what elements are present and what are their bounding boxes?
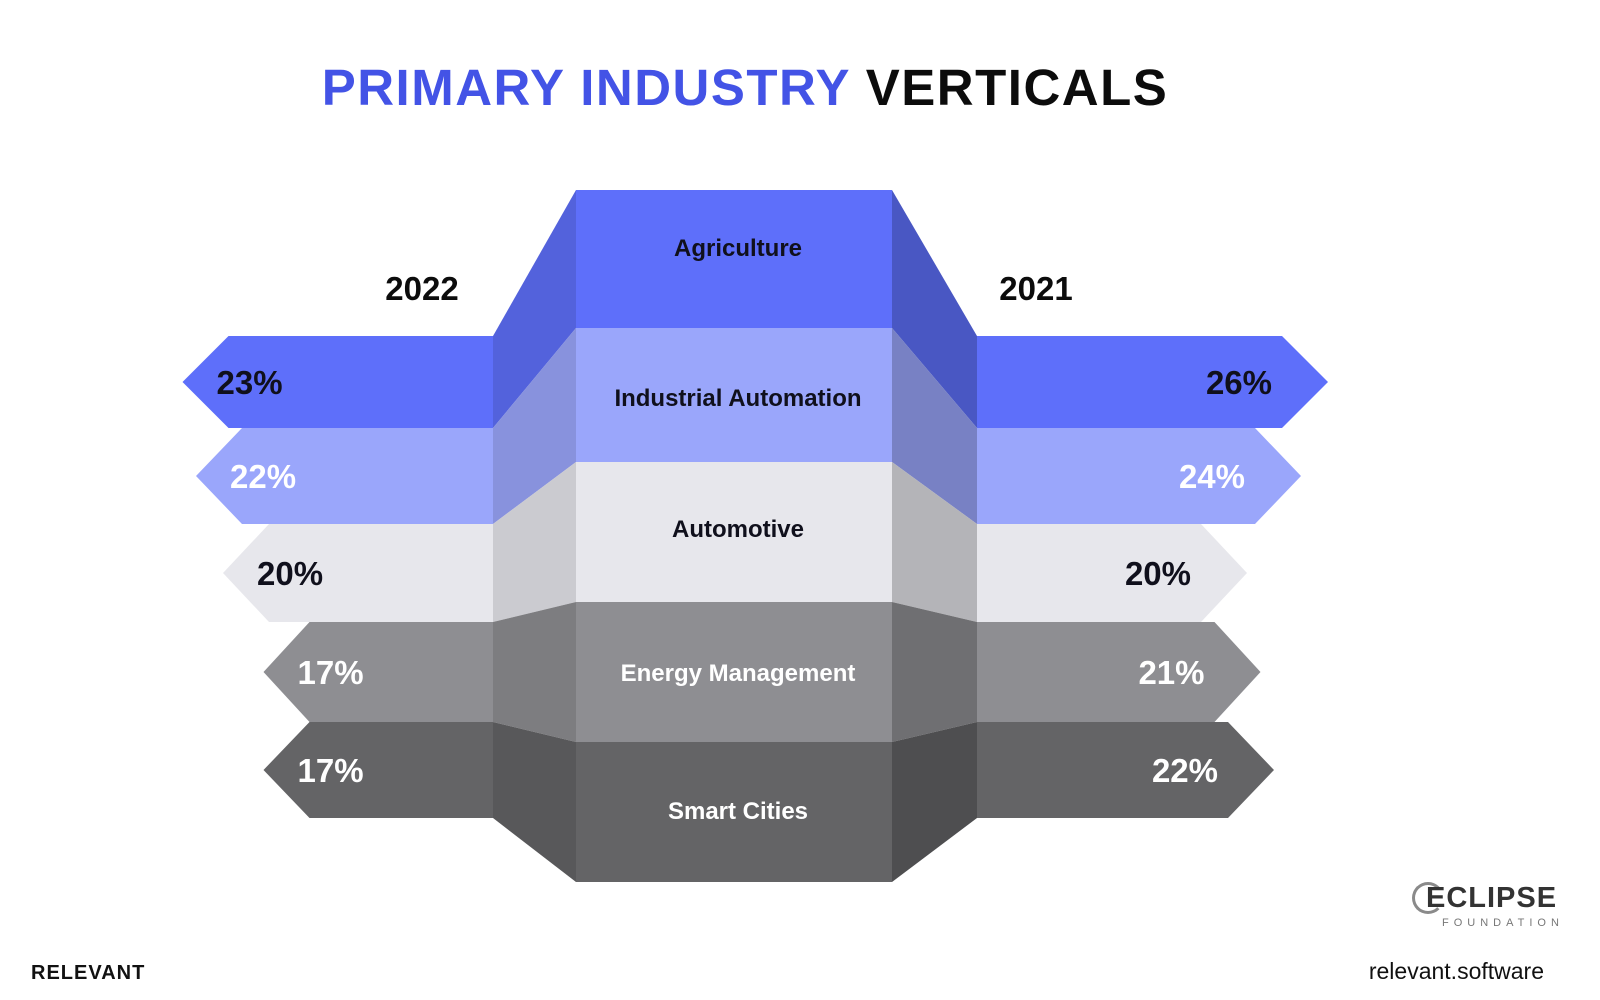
data-label-2021-1: 24% — [1179, 458, 1245, 495]
category-label-4: Smart Cities — [668, 798, 808, 825]
title-plain: VERTICALS — [865, 59, 1169, 116]
chart-title: PRIMARY INDUSTRY VERTICALS — [0, 58, 1490, 117]
category-label-1: Industrial Automation — [614, 385, 861, 412]
series-label-2021: 2021 — [999, 270, 1072, 307]
bevel-right-0 — [892, 190, 977, 428]
logo-subtitle: FOUNDATION — [1442, 917, 1564, 929]
bar-2021-1 — [977, 428, 1301, 524]
bar-2021-0 — [977, 336, 1328, 428]
series-label-2022: 2022 — [385, 270, 458, 307]
bevel-left-1 — [493, 328, 576, 524]
category-label-3: Energy Management — [621, 660, 856, 687]
bar-2021-4 — [977, 722, 1274, 818]
bar-2021-2 — [977, 524, 1247, 622]
bevel-right-4 — [892, 722, 977, 882]
bevel-right-3 — [892, 602, 977, 742]
footer-url: relevant.software — [1368, 958, 1544, 984]
bar-2022-1 — [196, 428, 493, 524]
bar-2022-4 — [263, 722, 493, 818]
column-segment-0 — [576, 190, 892, 328]
bevel-right-2 — [892, 462, 977, 622]
butterfly-chart: 23% 26% 22% 24% 20% 20% 17% 21% 17% 22% Agricultur… — [182, 190, 1328, 882]
bar-2021-3 — [977, 622, 1261, 722]
data-label-2022-4: 17% — [298, 752, 364, 789]
title-accent: PRIMARY INDUSTRY — [321, 59, 851, 116]
bevel-left-3 — [493, 602, 576, 742]
data-label-2021-2: 20% — [1125, 555, 1191, 592]
bevel-left-2 — [493, 462, 576, 622]
bevel-right-1 — [892, 328, 977, 524]
bevel-left-4 — [493, 722, 576, 882]
data-label-2022-0: 23% — [217, 364, 283, 401]
data-label-2022-2: 20% — [257, 555, 323, 592]
data-label-2022-3: 17% — [298, 654, 364, 691]
logo-wordmark: ECLIPSE — [1426, 882, 1558, 914]
data-label-2022-1: 22% — [230, 458, 296, 495]
category-label-2: Automotive — [672, 516, 804, 543]
data-label-2021-3: 21% — [1138, 654, 1204, 691]
column-segment-1 — [576, 328, 892, 462]
bar-2022-3 — [263, 622, 493, 722]
data-label-2021-4: 22% — [1152, 752, 1218, 789]
bar-2022-2 — [223, 524, 493, 622]
bar-2022-0 — [182, 336, 493, 428]
column-segment-3 — [576, 602, 892, 742]
footer-brand: RELEVANT — [31, 962, 146, 984]
eclipse-ring-icon — [1412, 882, 1444, 914]
data-label-2021-0: 26% — [1206, 364, 1272, 401]
column-segment-4 — [576, 742, 892, 882]
eclipse-foundation-logo: ECLIPSE FOUNDATION — [1412, 880, 1572, 940]
column-segment-2 — [576, 462, 892, 602]
category-label-0: Agriculture — [674, 235, 802, 262]
bevel-left-0 — [493, 190, 576, 428]
